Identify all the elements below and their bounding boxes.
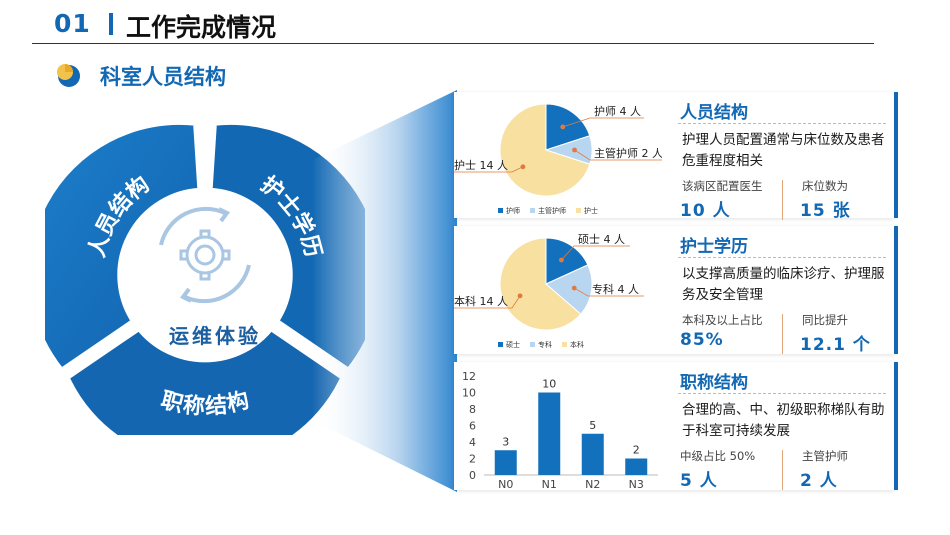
pie-data-label: 护士 14 人 <box>454 158 508 172</box>
bar-N1 <box>538 392 561 475</box>
bar-value-label: 10 <box>542 378 556 391</box>
card-info: 护士学历 以支撑高质量的临床诊疗、护理服务及安全管理 本科及以上占比 85% 同… <box>668 226 894 355</box>
card-description: 护理人员配置通常与床位数及患者危重程度相关 <box>682 132 885 169</box>
pie-leader-line <box>561 245 630 261</box>
title-dashed-line <box>678 257 886 258</box>
stat-label: 该病区配置医生 <box>682 179 763 193</box>
page-title: 工作完成情况 <box>126 13 277 42</box>
legend-swatch <box>498 342 503 347</box>
bar-N2 <box>581 433 604 475</box>
stat-divider <box>782 450 783 490</box>
title-dashed-line <box>678 123 886 124</box>
bar-value-label: 2 <box>633 444 640 457</box>
bar-value-label: 3 <box>502 435 509 448</box>
stat-value: 5 人 <box>680 471 718 491</box>
y-tick-label: 10 <box>462 387 476 400</box>
pie-slice-护士 <box>499 103 591 197</box>
stat-value: 12.1 个 <box>800 335 871 355</box>
title-bar-chart: 0 2 4 6 8 10 12 3 N0 10 N1 5 N2 2 N3 <box>462 370 658 490</box>
card-description: 以支撑高质量的临床诊疗、护理服务及安全管理 <box>682 266 885 303</box>
x-tick-label: N2 <box>585 478 600 490</box>
legend-label: 硕士 <box>506 340 520 349</box>
pie-leader-line <box>454 166 524 173</box>
education-pie-chart: 硕士 4 人专科 4 人本科 14 人硕士 专科 本科 <box>454 233 644 349</box>
ring-segment-staff <box>45 120 203 374</box>
pie-leader-line <box>574 149 662 161</box>
card-title: 职称结构 <box>680 373 748 393</box>
legend-swatch <box>576 208 581 213</box>
stat-label: 本科及以上占比 <box>682 313 763 327</box>
pie-data-label: 护师 4 人 <box>594 104 641 118</box>
pie-slice-本科 <box>499 237 582 331</box>
bar-N3 <box>625 458 648 475</box>
y-tick-label: 6 <box>469 420 476 433</box>
legend-swatch <box>530 342 535 347</box>
bar-N0 <box>494 450 517 475</box>
header-underline <box>32 43 874 44</box>
ring-center-label: 运维体验 <box>169 324 261 348</box>
stat-value: 85% <box>680 330 724 350</box>
card-accent-bar <box>894 92 898 218</box>
y-tick-label: 0 <box>469 469 476 482</box>
x-tick-label: N3 <box>629 478 644 490</box>
card-staff-structure: 护师 4 人主管护师 2 人护士 14 人护师 主管护师 护士 人员结构 护理人员配… <box>454 92 898 221</box>
pie-slice-硕士 <box>545 237 589 285</box>
legend-label: 专科 <box>538 340 552 349</box>
legend-label: 护师 <box>506 206 520 215</box>
y-tick-label: 12 <box>462 370 476 383</box>
pie-leader-line <box>454 295 521 309</box>
pie-data-label: 硕士 4 人 <box>578 233 625 246</box>
title-dashed-line <box>678 393 886 394</box>
pie-leader-line <box>574 287 644 297</box>
stat-divider <box>782 180 783 220</box>
bullet-dot-icon <box>57 64 80 87</box>
pie-data-label: 本科 14 人 <box>454 294 508 308</box>
card-title: 人员结构 <box>680 103 748 123</box>
pie-data-label: 专科 4 人 <box>592 282 639 296</box>
pie-slice-专科 <box>545 264 593 315</box>
card-accent-bar <box>894 362 898 490</box>
section-number: 01 <box>54 9 91 38</box>
legend-label: 主管护师 <box>538 206 566 215</box>
stat-label: 床位数为 <box>802 179 848 193</box>
card-accent-bar <box>894 226 898 354</box>
cycle-gear-icon <box>159 206 251 304</box>
legend-label: 本科 <box>570 340 584 349</box>
stat-value: 15 张 <box>800 201 851 221</box>
stat-label: 中级占比 50% <box>680 449 756 463</box>
stat-label: 主管护师 <box>802 449 848 463</box>
card-title: 护士学历 <box>680 237 748 257</box>
legend-swatch <box>562 342 567 347</box>
ring-segment-title <box>63 325 347 435</box>
section-title: 科室人员结构 <box>100 65 226 89</box>
card-title-structure: 0 2 4 6 8 10 12 3 N0 10 N1 5 N2 2 N3 职称结构 合理的高、中、初级职称梯… <box>454 362 898 491</box>
stat-value: 2 人 <box>800 471 838 491</box>
legend-swatch <box>498 208 503 213</box>
card-info: 职称结构 合理的高、中、初级职称梯队有助于科室可持续发展 中级占比 50% 5 … <box>668 362 894 491</box>
y-tick-label: 8 <box>469 403 476 416</box>
card-nurse-education: 硕士 4 人专科 4 人本科 14 人硕士 专科 本科 护士学历 以支撑高质量的临床… <box>454 226 898 355</box>
y-tick-label: 4 <box>469 436 476 449</box>
pie-slice-护师 <box>545 103 591 151</box>
card-description: 合理的高、中、初级职称梯队有助于科室可持续发展 <box>682 402 885 439</box>
legend-label: 护士 <box>584 206 598 215</box>
pie-leader-line <box>562 117 644 128</box>
pie-leader-dot <box>571 285 577 291</box>
stat-value: 10 人 <box>680 201 731 221</box>
legend-swatch <box>530 208 535 213</box>
x-tick-label: N1 <box>542 478 557 490</box>
stat-label: 同比提升 <box>802 313 848 327</box>
bar-value-label: 5 <box>589 419 596 432</box>
title-divider-bar <box>109 13 113 35</box>
y-tick-label: 2 <box>469 453 476 466</box>
pie-data-label: 主管护师 2 人 <box>594 146 662 160</box>
stat-divider <box>782 314 783 354</box>
card-info: 人员结构 护理人员配置通常与床位数及患者危重程度相关 该病区配置医生 10 人 … <box>668 92 894 221</box>
funnel-connector <box>312 90 457 492</box>
pie-leader-dot <box>520 164 526 170</box>
x-tick-label: N0 <box>498 478 513 490</box>
